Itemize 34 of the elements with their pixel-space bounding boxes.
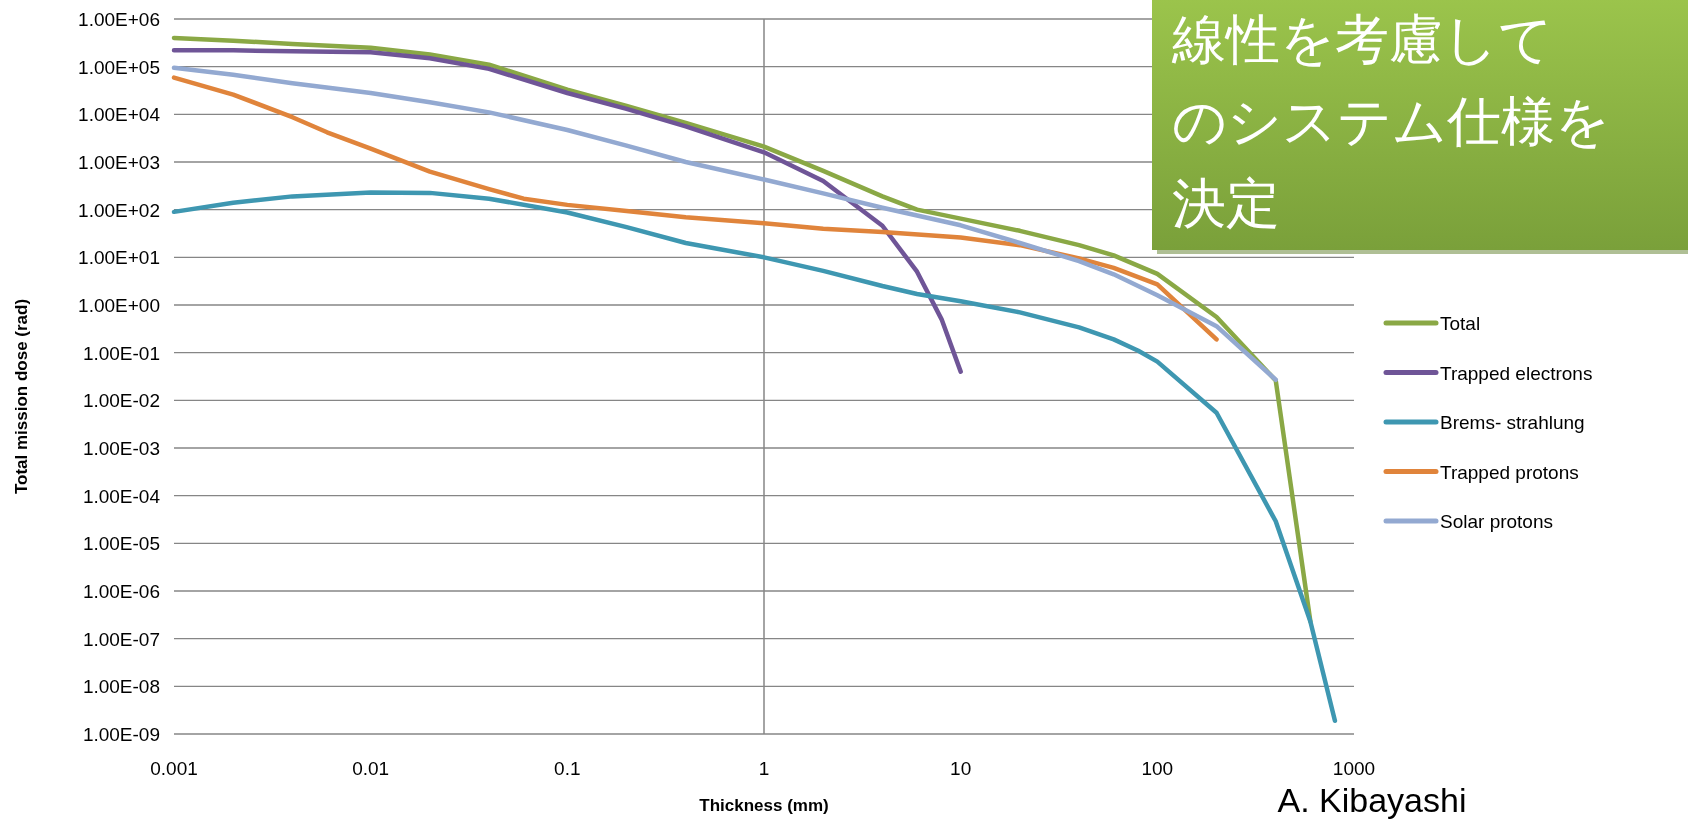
y-tick-label: 1.00E+04 — [78, 104, 161, 126]
y-tick-label: 1.00E+00 — [78, 295, 160, 316]
annotation: 線性を考慮して — [1171, 8, 1553, 71]
y-tick-label: 1.00E-07 — [82, 628, 160, 650]
x-tick-label: 0.1 — [554, 758, 581, 779]
y-tick-label: 1.00E-05 — [82, 533, 160, 555]
x-tick-label: 10 — [950, 758, 972, 779]
x-tick-label: 100 — [1141, 758, 1174, 779]
y-tick-label: 1.00E-04 — [82, 485, 161, 507]
y-tick-label: 1.00E+01 — [78, 247, 160, 269]
legend-label: Trapped electrons — [1440, 362, 1593, 384]
x-axis-title: Thickness (mm) — [699, 796, 829, 815]
legend-label: Brems- strahlung — [1440, 412, 1585, 433]
y-tick-label: 1.00E-02 — [82, 390, 160, 412]
y-tick-label: 1.00E+02 — [78, 199, 160, 221]
x-tick-label: 1 — [758, 758, 770, 779]
legend-label: Trapped protons — [1440, 461, 1579, 483]
legend-label: Total — [1440, 313, 1481, 334]
x-tick-label: 1000 — [1332, 758, 1376, 779]
y-tick-label: 1.00E-09 — [82, 724, 160, 745]
y-tick-label: 1.00E+06 — [78, 9, 160, 30]
y-tick-label: 1.00E-03 — [82, 438, 160, 459]
x-tick-label: 0.01 — [352, 758, 390, 779]
y-tick-label: 1.00E-01 — [82, 342, 160, 364]
annotation: のシステム仕様を — [1172, 90, 1610, 153]
y-tick-label: 1.00E+05 — [78, 56, 160, 78]
y-tick-label: 1.00E+03 — [78, 152, 160, 173]
text: A. Kibayashi — [1277, 781, 1467, 819]
y-axis-title: Total mission dose (rad) — [12, 298, 31, 495]
annotation: 決定 — [1172, 172, 1280, 235]
y-tick-label: 1.00E-08 — [82, 676, 160, 698]
legend-label: Solar protons — [1440, 511, 1554, 532]
x-tick-label: 0.001 — [150, 758, 198, 779]
y-tick-label: 1.00E-06 — [82, 581, 160, 602]
